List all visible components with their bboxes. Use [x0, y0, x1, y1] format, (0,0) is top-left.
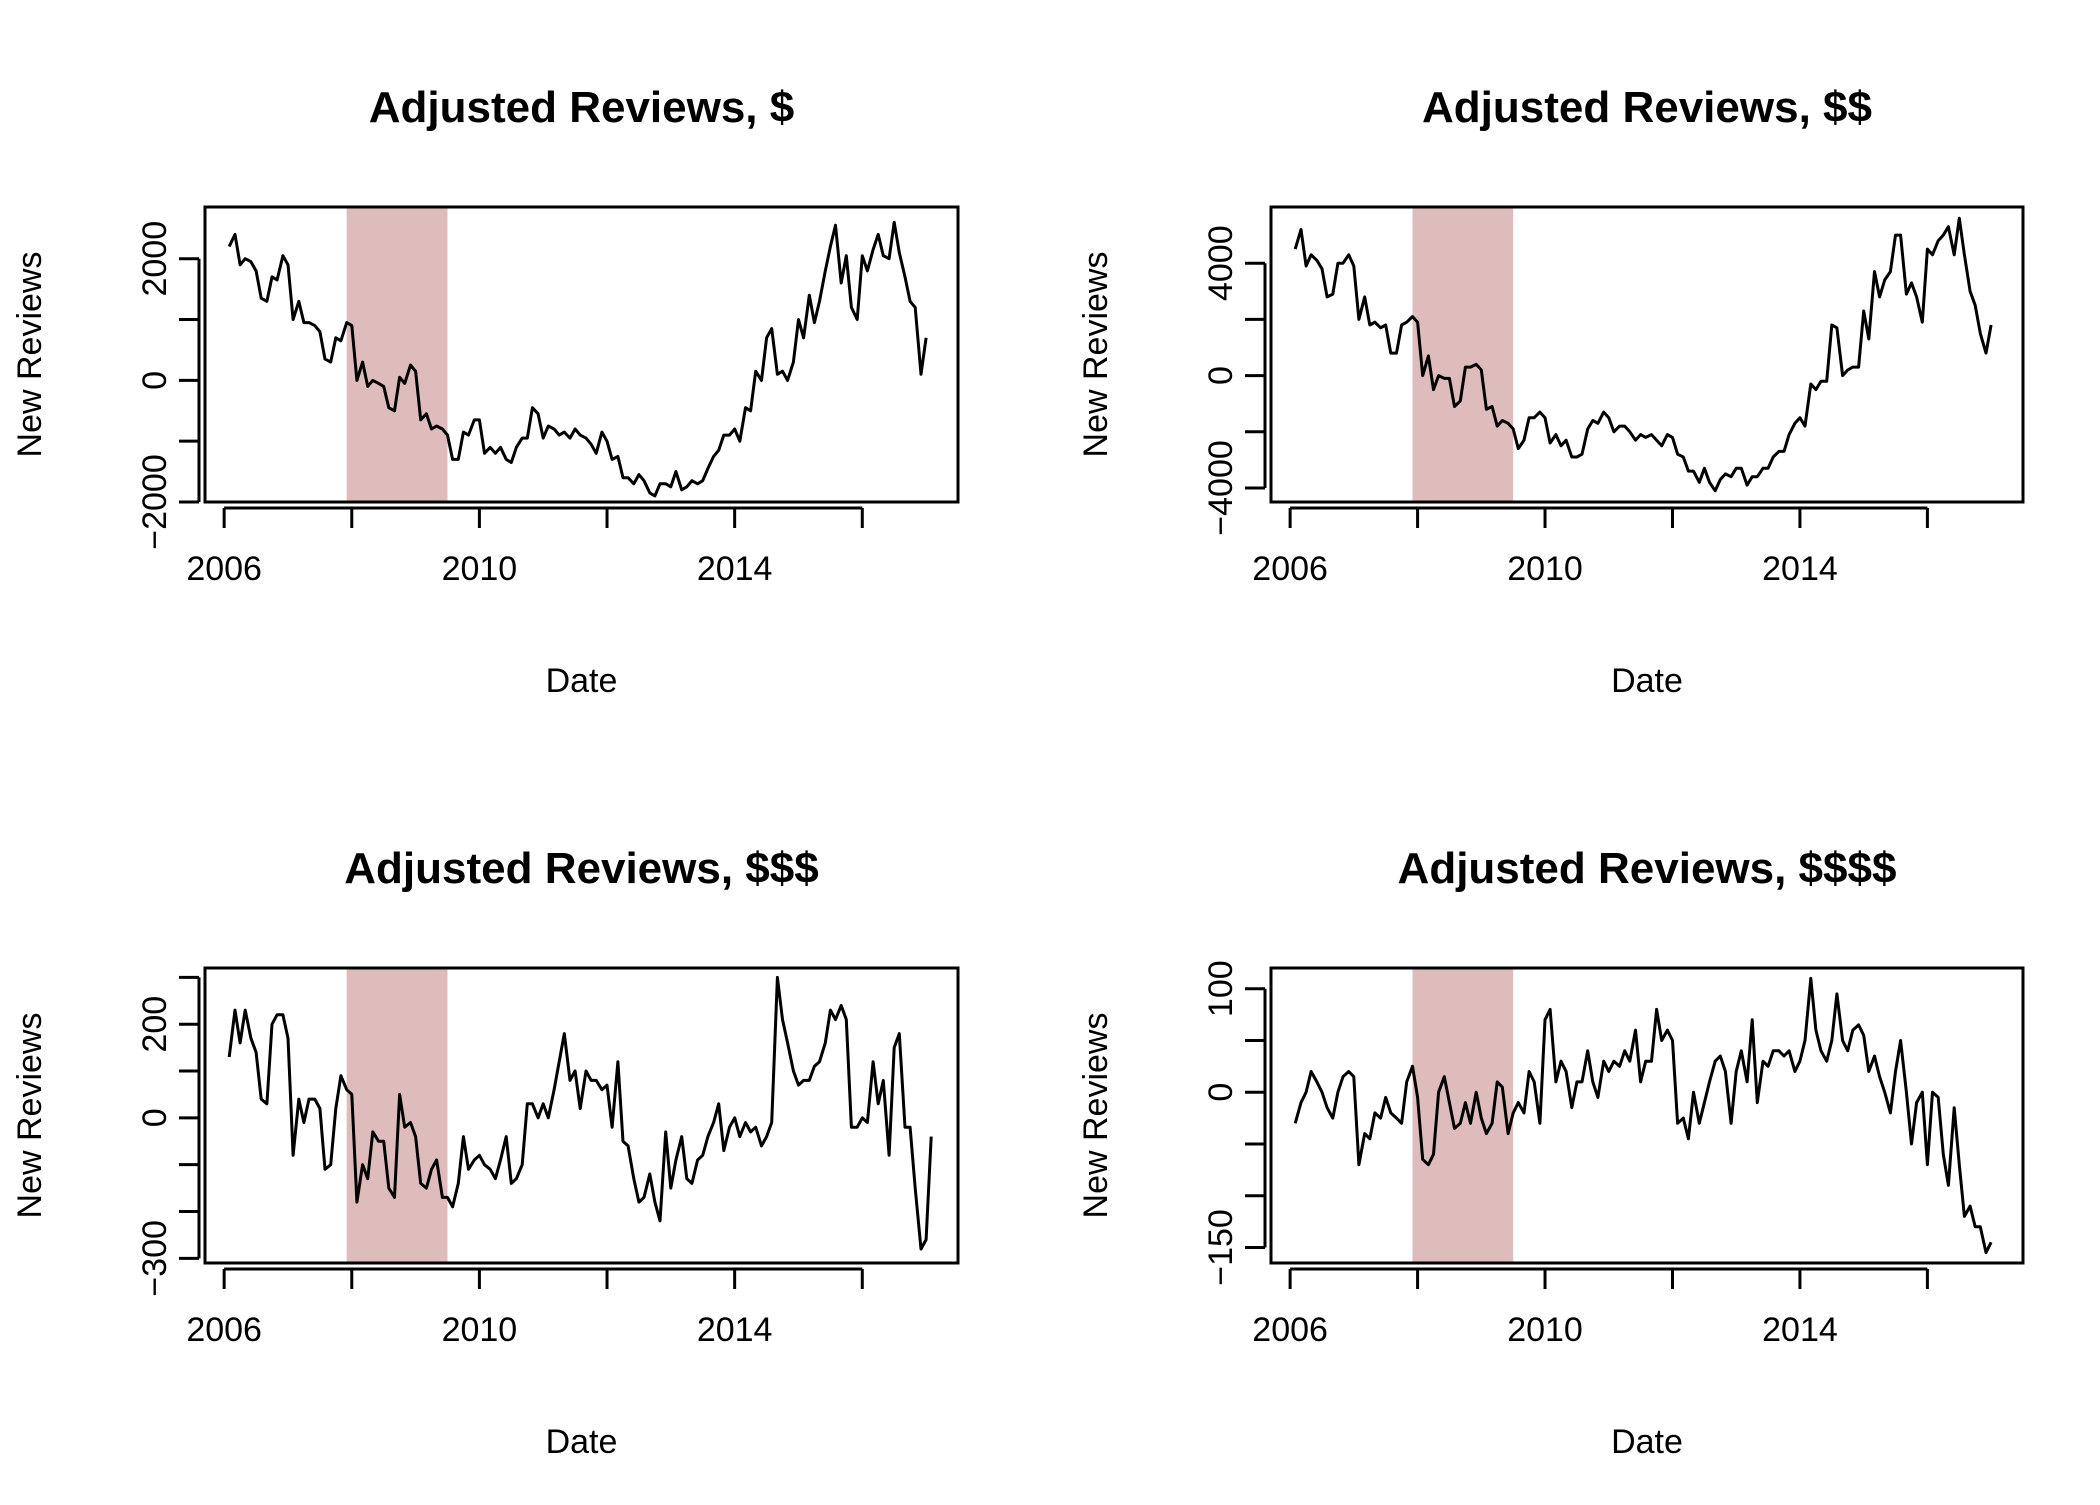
chart-3-y-tick-label: 200 [136, 996, 174, 1053]
chart-2-title: Adjusted Reviews, $$ [1422, 83, 1872, 132]
chart-3-y-tick-label: −300 [136, 1220, 174, 1297]
chart-2-plot-frame [1269, 205, 2025, 504]
chart-2-y-tick-label: 0 [1202, 366, 1240, 385]
chart-3-title: Adjusted Reviews, $$$ [344, 844, 818, 893]
chart-1-x-tick-label: 2006 [186, 550, 262, 588]
chart-1-series-line [227, 220, 928, 498]
chart-1-y-tick-label: 0 [136, 371, 174, 390]
chart-4-x-axis-label: Date [1611, 1423, 1683, 1461]
chart-3-y-axis-label: New Reviews [11, 1013, 49, 1219]
chart-1-x-axis-label: Date [546, 662, 618, 700]
chart-1-title: Adjusted Reviews, $ [369, 83, 794, 132]
chart-4-title: Adjusted Reviews, $$$$ [1398, 844, 1897, 893]
chart-2-x-tick-label: 2014 [1762, 550, 1838, 588]
chart-2-series-line [1293, 216, 1993, 493]
chart-1-y-tick-label: −2000 [136, 454, 174, 550]
chart-3-x-tick-label: 2014 [697, 1311, 773, 1349]
chart-2-y-tick-label: 4000 [1202, 225, 1240, 301]
chart-1-shaded-region [346, 207, 448, 502]
chart-4-y-tick-label: −150 [1202, 1209, 1240, 1286]
chart-4-y-axis-label: New Reviews [1077, 1013, 1115, 1219]
chart-4-y-tick-label: 100 [1202, 960, 1240, 1017]
chart-3-x-tick-label: 2006 [186, 1311, 262, 1349]
chart-2-x-tick-label: 2006 [1252, 550, 1328, 588]
chart-2-x-tick-label: 2010 [1507, 550, 1583, 588]
chart-2-y-axis-label: New Reviews [1077, 252, 1115, 458]
chart-4-series-line [1293, 976, 1993, 1255]
chart-3-x-tick-label: 2010 [442, 1311, 518, 1349]
chart-2-x-axis-label: Date [1611, 662, 1683, 700]
chart-4-x-tick-label: 2006 [1252, 1311, 1328, 1349]
chart-3-series-line [227, 975, 933, 1251]
chart-1-plot-frame [203, 205, 960, 504]
chart-1-x-tick-label: 2010 [442, 550, 518, 588]
chart-4-plot-frame [1269, 966, 2025, 1265]
chart-4-y-tick-label: 0 [1202, 1083, 1240, 1102]
chart-4-x-tick-label: 2014 [1762, 1311, 1838, 1349]
chart-1-y-tick-label: 2000 [136, 221, 174, 297]
chart-1-x-tick-label: 2014 [697, 550, 773, 588]
chart-4-x-tick-label: 2010 [1507, 1311, 1583, 1349]
chart-2-shaded-region [1412, 207, 1514, 502]
chart-2-y-tick-label: −4000 [1202, 440, 1240, 536]
chart-3-y-tick-label: 0 [136, 1108, 174, 1127]
chart-1-y-axis-label: New Reviews [11, 252, 49, 458]
chart-3-x-axis-label: Date [546, 1423, 618, 1461]
chart-3-plot-frame [203, 966, 960, 1265]
